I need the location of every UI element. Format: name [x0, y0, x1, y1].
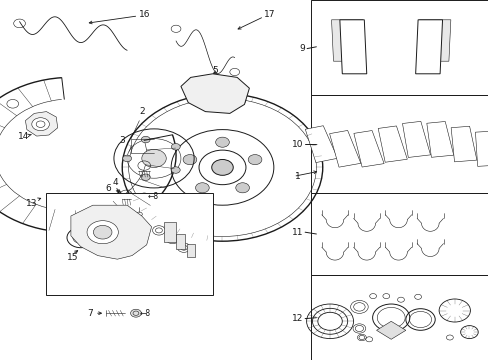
Polygon shape — [25, 112, 58, 136]
Polygon shape — [450, 126, 476, 162]
Circle shape — [141, 136, 150, 143]
Circle shape — [93, 225, 112, 239]
Text: 16: 16 — [139, 10, 151, 19]
Text: 15: 15 — [66, 253, 78, 262]
Polygon shape — [353, 131, 383, 167]
Polygon shape — [181, 74, 249, 113]
Text: 6: 6 — [105, 184, 111, 193]
Circle shape — [32, 118, 49, 131]
Polygon shape — [305, 126, 337, 163]
Polygon shape — [71, 205, 151, 259]
Circle shape — [195, 85, 220, 103]
Circle shape — [211, 159, 233, 175]
Text: 7: 7 — [87, 309, 93, 318]
Circle shape — [165, 229, 174, 235]
Circle shape — [195, 183, 209, 193]
Text: 14: 14 — [18, 132, 29, 141]
Polygon shape — [415, 20, 442, 74]
Polygon shape — [376, 321, 405, 339]
Circle shape — [248, 154, 262, 165]
Polygon shape — [419, 20, 450, 61]
Circle shape — [130, 309, 141, 317]
Circle shape — [215, 137, 229, 147]
Circle shape — [171, 167, 180, 173]
Polygon shape — [426, 121, 453, 157]
Bar — [46, 193, 212, 295]
Text: ←8: ←8 — [140, 309, 151, 318]
Circle shape — [171, 144, 180, 150]
Bar — [311, 0, 488, 95]
Text: 12: 12 — [292, 314, 303, 323]
Text: 17: 17 — [264, 10, 275, 19]
Text: 9: 9 — [299, 44, 305, 53]
Text: 4: 4 — [112, 179, 118, 188]
Text: ←8: ←8 — [147, 192, 159, 201]
Bar — [311, 193, 488, 275]
Polygon shape — [377, 126, 407, 162]
Text: 1: 1 — [294, 172, 300, 181]
Circle shape — [122, 155, 131, 162]
Bar — [187, 244, 194, 257]
Circle shape — [87, 221, 118, 244]
Circle shape — [221, 85, 238, 98]
Bar — [176, 234, 184, 249]
Circle shape — [177, 239, 183, 244]
Circle shape — [141, 174, 150, 180]
Bar — [311, 275, 488, 360]
Text: 5: 5 — [212, 66, 218, 75]
Text: 13: 13 — [26, 199, 38, 208]
Polygon shape — [331, 20, 362, 61]
Bar — [163, 222, 175, 242]
Polygon shape — [402, 121, 429, 157]
Text: 10: 10 — [291, 140, 303, 149]
Text: 2: 2 — [139, 107, 144, 116]
Circle shape — [142, 149, 166, 167]
Text: 3: 3 — [119, 136, 124, 145]
Text: 11: 11 — [291, 228, 303, 237]
Circle shape — [183, 154, 196, 165]
Circle shape — [188, 248, 193, 252]
Bar — [311, 95, 488, 193]
Polygon shape — [329, 130, 360, 167]
Polygon shape — [474, 131, 488, 166]
Circle shape — [235, 183, 249, 193]
Polygon shape — [339, 20, 366, 74]
